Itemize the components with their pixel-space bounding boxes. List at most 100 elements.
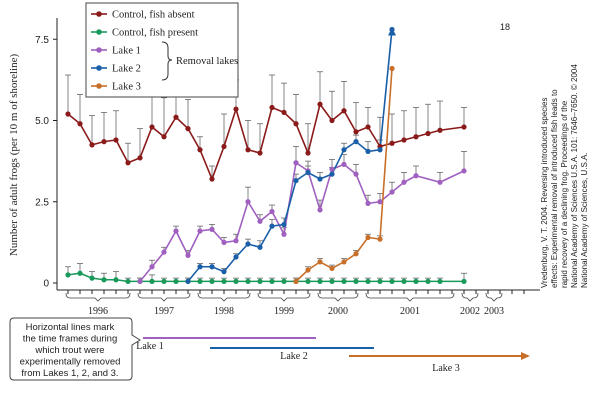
data-point (281, 221, 287, 228)
data-point (377, 147, 383, 153)
year-bracket (137, 292, 191, 302)
removal-period-arrow (521, 352, 530, 360)
data-point (269, 223, 275, 229)
data-point (101, 277, 107, 283)
series-line (139, 161, 465, 282)
data-point (89, 275, 95, 281)
data-point (137, 155, 143, 161)
data-point (101, 139, 107, 145)
data-point (293, 178, 299, 184)
y-axis-title: Number of adult frogs (per 10 m of shore… (8, 54, 20, 257)
data-point (269, 208, 275, 215)
data-point (293, 160, 299, 166)
data-point (389, 278, 395, 284)
data-point (401, 137, 407, 143)
data-point (305, 278, 311, 284)
data-point (125, 278, 131, 284)
data-point (293, 278, 299, 284)
year-bracket (197, 292, 251, 302)
data-point (209, 226, 215, 232)
data-point (365, 148, 371, 154)
year-bracket (317, 292, 359, 302)
data-point (185, 252, 191, 258)
citation-line: Vredenburg, V. T. 2004. Reversing introd… (540, 98, 549, 289)
data-point (257, 278, 263, 284)
citation-text: Vredenburg, V. T. 2004. Reversing introd… (540, 64, 589, 288)
year-label: 2000 (328, 306, 348, 317)
data-point (77, 121, 83, 127)
data-point (233, 254, 239, 260)
callout-box (9, 317, 141, 381)
legend-label: Lake 3 (112, 82, 141, 93)
callout-line: from Lakes 1, 2, and 3. (21, 368, 118, 379)
data-point (245, 147, 251, 153)
data-point (161, 249, 167, 255)
data-point (353, 171, 359, 177)
data-point (77, 270, 83, 276)
year-bracket (365, 292, 455, 302)
data-point (233, 106, 239, 112)
data-point (341, 161, 347, 167)
data-point (401, 278, 407, 284)
callout-line: the time frames during (23, 334, 118, 345)
data-point (353, 251, 359, 257)
year-bracket (485, 292, 503, 302)
data-point (341, 259, 347, 265)
data-point (317, 259, 323, 265)
data-point (341, 278, 347, 284)
offscale-label: 18 (500, 22, 510, 32)
data-point (389, 189, 395, 195)
data-point (269, 278, 275, 284)
y-tick-label: 7.5 (35, 35, 49, 46)
legend: Control, fish absent Control, fish presen… (85, 2, 239, 98)
data-point (245, 199, 251, 205)
y-tick-label: 5.0 (35, 116, 49, 127)
year-bracket (65, 292, 131, 302)
year-label: 1996 (88, 306, 108, 317)
data-point (365, 234, 371, 241)
legend-label: Control, fish absent (112, 10, 195, 21)
y-ticks: 0 2.5 5.0 7.5 (35, 35, 57, 290)
data-point (149, 124, 155, 130)
data-point (173, 228, 179, 234)
data-point (65, 111, 71, 117)
data-point (245, 278, 251, 284)
data-point (329, 265, 335, 271)
error-bars (65, 71, 467, 282)
year-label: 1999 (274, 306, 294, 317)
data-point (185, 126, 191, 132)
data-point (437, 179, 443, 185)
data-point (221, 143, 227, 150)
data-point (305, 150, 311, 156)
data-point (377, 199, 383, 205)
citation-line: effects: Experimental removal of introdu… (550, 89, 559, 288)
data-point (317, 101, 323, 107)
data-point (413, 173, 419, 179)
data-point (137, 278, 143, 284)
year-label: 1997 (154, 306, 174, 317)
data-point (113, 277, 119, 283)
callout-line: which trout were (34, 345, 104, 356)
offscale-arrowhead (388, 27, 396, 36)
legend-swatch-marker (96, 83, 102, 89)
callout-text: Horizontal lines mark the time frames dur… (20, 322, 121, 379)
legend-swatch-marker (96, 65, 102, 71)
data-point (377, 278, 383, 284)
data-point (413, 134, 419, 140)
legend-label: Lake 2 (112, 64, 141, 75)
data-point (173, 114, 179, 120)
data-point (317, 278, 323, 284)
y-tick-label: 2.5 (35, 197, 49, 208)
data-point (317, 207, 323, 213)
year-bracket (257, 292, 311, 302)
x-ticks (67, 290, 525, 294)
year-label: 1998 (214, 306, 234, 317)
data-point (233, 238, 239, 244)
data-point (317, 176, 323, 182)
data-point (353, 278, 359, 284)
removal-period-label: Lake 2 (280, 351, 308, 362)
data-point (233, 278, 239, 284)
data-point (461, 168, 467, 174)
citation-line: National Academy of Sciences, U.S.A. (580, 152, 589, 288)
